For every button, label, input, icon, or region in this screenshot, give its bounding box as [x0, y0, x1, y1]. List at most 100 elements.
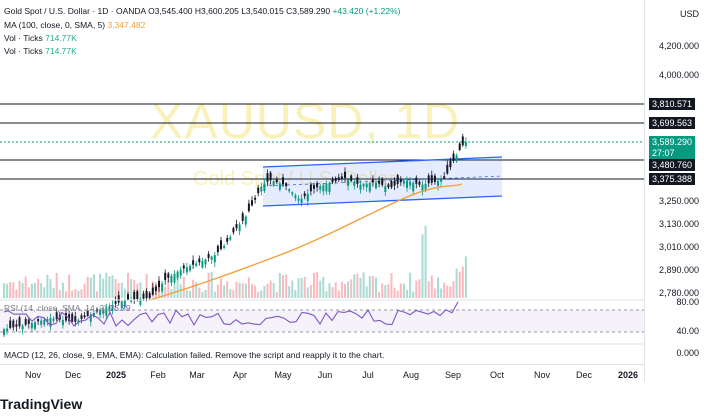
- volume-bar: [89, 277, 92, 298]
- legend-vol-row-2[interactable]: Vol · Ticks 714.77K: [4, 46, 77, 56]
- watermark-symbol: XAUUSD, 1D: [150, 93, 461, 149]
- candle-body: [344, 171, 346, 178]
- candle-body: [412, 182, 415, 192]
- candle-body: [15, 324, 18, 327]
- volume-bar: [387, 284, 390, 298]
- price-tag-3375[interactable]: 3,375.388: [649, 173, 696, 185]
- volume-bar: [15, 289, 18, 298]
- candle-body: [257, 187, 260, 194]
- rsi-tick-40: 40.00: [676, 326, 699, 336]
- rsi-legend[interactable]: RSI (14, close, SMA, 14, 2) 76.79: [4, 303, 131, 313]
- axis-tick-3130: 3,130.000: [658, 219, 699, 229]
- volume-bar: [350, 279, 353, 298]
- macd-tick-0: 0.000: [676, 348, 699, 358]
- volume-bar: [344, 283, 346, 298]
- channel-lower-line[interactable]: [262, 195, 503, 207]
- candle-body: [334, 178, 337, 182]
- volume-bar: [241, 283, 244, 298]
- candle-body: [74, 316, 77, 322]
- candle-body: [337, 177, 340, 181]
- price-axis[interactable]: USD 4,200.000 4,000.000 3,250.000 3,130.…: [644, 0, 704, 382]
- legend-ma-row[interactable]: MA (100, close, 0, SMA, 5) 3,347.482: [4, 20, 145, 30]
- candle-body: [111, 305, 114, 311]
- volume-bar: [198, 287, 201, 298]
- candle-body: [443, 176, 446, 179]
- candle-body: [65, 313, 67, 321]
- candle-body: [446, 164, 449, 174]
- time-label-apr: Apr: [232, 370, 248, 380]
- price-chart[interactable]: [0, 0, 644, 382]
- volume-bar: [430, 275, 433, 298]
- candle-body: [136, 291, 139, 300]
- candle-body: [402, 180, 405, 184]
- price-tag-3810[interactable]: 3,810.571: [649, 98, 696, 110]
- price-tag-3480[interactable]: 3,480.760: [649, 159, 696, 171]
- candle-body: [278, 183, 281, 190]
- volume-bar: [303, 276, 306, 298]
- candle-body: [92, 312, 95, 317]
- candle-body: [114, 301, 117, 304]
- volume-bar: [278, 273, 281, 298]
- chart-pane[interactable]: XAUUSD, 1D Gold Spot / U.S. Dollar Gold …: [0, 0, 644, 382]
- volume-bar: [359, 277, 362, 298]
- volume-bar: [322, 276, 325, 298]
- candle-body: [148, 293, 151, 299]
- candle-body: [151, 287, 154, 295]
- volume-bar: [120, 282, 123, 298]
- candle-body: [409, 181, 412, 186]
- volume-bar: [300, 277, 303, 298]
- candle-body: [350, 175, 353, 181]
- candle-body: [254, 197, 257, 200]
- price-change: +43.420 (+1.22%): [332, 6, 401, 16]
- candle-body: [46, 318, 49, 322]
- candle-body: [331, 179, 334, 183]
- volume-bar: [331, 287, 334, 298]
- candle-body: [272, 181, 275, 186]
- volume-bar: [201, 291, 204, 298]
- legend-title-row[interactable]: Gold Spot / U.S. Dollar · 1D · OANDA O3,…: [4, 6, 401, 16]
- candle-body: [195, 263, 198, 266]
- price-tag-3699[interactable]: 3,699.563: [649, 117, 696, 129]
- volume-bar: [356, 273, 359, 298]
- time-label-2025: 2025: [105, 370, 127, 380]
- candle-body: [241, 213, 244, 221]
- candle-body: [120, 301, 123, 309]
- axis-tick-3010: 3,010.000: [658, 242, 699, 252]
- time-axis[interactable]: Nov Dec 2025 Feb Mar Apr May Jun Jul Aug…: [0, 364, 644, 383]
- candle-body: [381, 178, 384, 185]
- volume-bar: [216, 284, 219, 298]
- volume-bar: [306, 287, 309, 298]
- volume-bar: [229, 289, 232, 298]
- candle-body: [220, 240, 222, 249]
- volume-bar: [449, 286, 452, 298]
- candle-body: [384, 186, 387, 192]
- volume-bar: [461, 266, 464, 298]
- candle-body: [145, 291, 148, 299]
- candle-body: [207, 253, 210, 258]
- volume-bar: [40, 283, 43, 298]
- candle-body: [319, 186, 322, 190]
- volume-bar: [210, 272, 213, 298]
- candle-body: [247, 203, 250, 211]
- axis-tick-4000: 4,000.000: [658, 70, 699, 80]
- volume-bar: [375, 277, 377, 298]
- candle-body: [77, 320, 80, 323]
- volume-bar: [80, 289, 83, 298]
- candle-body: [226, 237, 229, 242]
- candle-body: [201, 260, 204, 268]
- volume-bar: [71, 290, 74, 298]
- candle-body: [365, 183, 368, 188]
- volume-bar: [49, 279, 52, 298]
- candle-body: [291, 192, 294, 195]
- legend-vol-row-1[interactable]: Vol · Ticks 714.77K: [4, 33, 77, 43]
- candle-body: [21, 325, 24, 330]
- macd-legend[interactable]: MACD (12, 26, close, 9, EMA, EMA): Calcu…: [4, 350, 385, 360]
- price-tag-last[interactable]: 3,589.290 27:07: [649, 136, 696, 160]
- candle-body: [223, 245, 226, 248]
- candle-body: [189, 266, 191, 271]
- candle-body: [229, 237, 232, 240]
- volume-bar: [34, 282, 36, 298]
- channel-upper-line[interactable]: [262, 156, 503, 168]
- volume-bar: [52, 287, 55, 298]
- candle-body: [418, 181, 421, 185]
